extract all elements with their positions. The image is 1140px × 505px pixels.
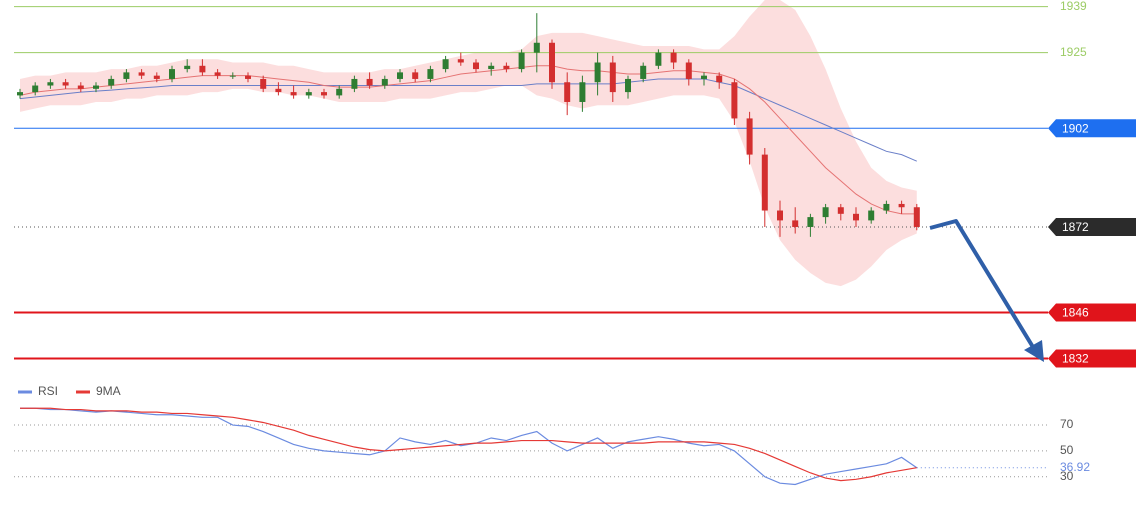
candle-body bbox=[746, 118, 753, 155]
candle-body bbox=[199, 65, 206, 73]
candle-body bbox=[245, 75, 251, 79]
candle-body bbox=[351, 78, 358, 89]
candle-body bbox=[457, 59, 464, 63]
level-label: 1939 bbox=[1060, 0, 1087, 13]
candle-body bbox=[716, 75, 723, 83]
price-labels: 1939 1925 1902 1872 1846 1832 bbox=[1048, 0, 1136, 368]
candle-body bbox=[305, 92, 312, 96]
candle-body bbox=[853, 213, 859, 221]
candle-body bbox=[822, 207, 829, 218]
candle-body bbox=[62, 82, 69, 86]
level-tag bbox=[1048, 303, 1136, 322]
level-label: 1902 bbox=[1062, 121, 1089, 135]
ma-short-line bbox=[19, 65, 917, 215]
candle-body bbox=[184, 65, 191, 70]
y-tick-label: 30 bbox=[1060, 469, 1074, 483]
price-panel bbox=[14, 0, 1048, 360]
candle-body bbox=[883, 203, 890, 211]
candle-body bbox=[609, 62, 616, 93]
candle-body bbox=[685, 62, 692, 79]
candle-body bbox=[777, 210, 783, 221]
candle-body bbox=[427, 69, 434, 79]
candle-body bbox=[169, 69, 175, 79]
candle-body bbox=[898, 203, 905, 208]
level-label: 1846 bbox=[1062, 306, 1089, 320]
candle-body bbox=[108, 78, 115, 86]
candle-body bbox=[275, 88, 282, 93]
ma-long-line bbox=[19, 78, 917, 162]
candle-body bbox=[488, 65, 495, 70]
candle-body bbox=[533, 42, 540, 53]
candle-body bbox=[594, 62, 601, 83]
candle-body bbox=[412, 72, 419, 79]
candle-body bbox=[32, 85, 39, 93]
y-tick-label: 50 bbox=[1060, 443, 1074, 457]
candle-body bbox=[564, 82, 571, 102]
candle-body bbox=[47, 82, 54, 86]
candle-body bbox=[366, 78, 373, 86]
current-value-label: 36.92 bbox=[1060, 460, 1090, 474]
arrow-line bbox=[929, 219, 1038, 354]
candle-body bbox=[625, 78, 631, 93]
level-label: 1832 bbox=[1062, 352, 1089, 366]
candle-body bbox=[290, 92, 297, 96]
candle-body bbox=[837, 207, 844, 214]
candle-body bbox=[123, 72, 130, 79]
level-tag bbox=[1048, 217, 1136, 236]
candle-body bbox=[579, 82, 586, 102]
candle-body bbox=[138, 72, 145, 76]
candle-body bbox=[397, 72, 403, 79]
candle-body bbox=[336, 88, 343, 96]
rsi-labels: 70 50 30 RSI 9MA 36.92 bbox=[18, 384, 1090, 483]
series-line bbox=[20, 407, 917, 482]
candle-body bbox=[77, 85, 84, 89]
candle-body bbox=[807, 217, 814, 227]
candle-body bbox=[93, 85, 99, 89]
candle-body bbox=[17, 92, 23, 96]
candle-body bbox=[442, 59, 449, 70]
candle-body bbox=[260, 78, 267, 89]
candle-body bbox=[792, 220, 799, 227]
bollinger-band bbox=[20, 0, 917, 287]
y-tick-label: 70 bbox=[1060, 417, 1074, 431]
legend-label: RSI bbox=[38, 384, 58, 398]
candle-body bbox=[640, 65, 647, 79]
candle-body bbox=[868, 210, 875, 221]
candle-body bbox=[153, 75, 160, 79]
forecast-arrow bbox=[929, 219, 1044, 362]
candle-body bbox=[321, 92, 327, 96]
candle-body bbox=[731, 82, 738, 119]
level-label: 1872 bbox=[1062, 220, 1089, 234]
candle-body bbox=[503, 65, 510, 70]
candle-body bbox=[913, 207, 920, 227]
candle-body bbox=[549, 42, 555, 83]
candle-body bbox=[229, 75, 236, 77]
arrow-head bbox=[1024, 340, 1044, 362]
level-label: 1925 bbox=[1060, 45, 1087, 59]
level-tag bbox=[1048, 349, 1136, 368]
legend-label: 9MA bbox=[96, 384, 121, 398]
candle-body bbox=[701, 75, 707, 79]
candle-body bbox=[761, 154, 768, 211]
candle-body bbox=[655, 52, 662, 66]
candle-body bbox=[473, 62, 479, 70]
candle-body bbox=[214, 72, 221, 76]
series-line bbox=[20, 407, 918, 486]
candle-body bbox=[518, 52, 525, 70]
candle-body bbox=[670, 52, 677, 63]
rsi-panel bbox=[14, 407, 1048, 486]
level-tag bbox=[1048, 119, 1136, 138]
candle-body bbox=[381, 78, 388, 86]
